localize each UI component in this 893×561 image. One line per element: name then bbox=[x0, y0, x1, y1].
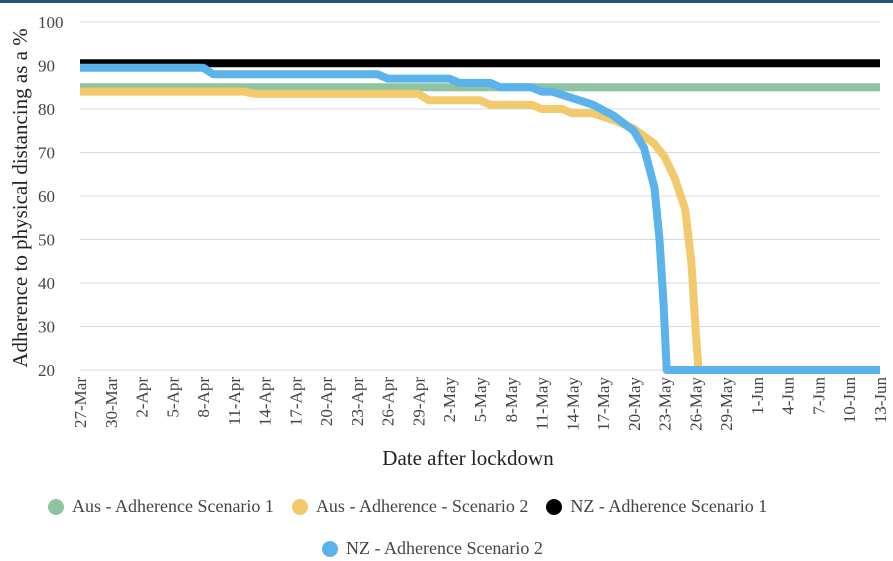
y-tick-label: 20 bbox=[38, 361, 55, 380]
x-tick-label: 2-Apr bbox=[133, 377, 152, 418]
legend-item: NZ - Adherence Scenario 1 bbox=[546, 496, 767, 517]
y-tick-label: 80 bbox=[38, 100, 55, 119]
y-tick-label: 70 bbox=[38, 144, 55, 163]
y-axis-title: Adherence to physical distancing as a % bbox=[8, 28, 32, 367]
legend-swatch bbox=[48, 498, 64, 515]
legend-swatch bbox=[291, 498, 308, 515]
x-tick-label: 10-Jun bbox=[840, 377, 859, 424]
legend-row: Aus - Adherence Scenario 1 Aus - Adherenc… bbox=[48, 496, 785, 517]
y-tick-label: 100 bbox=[38, 13, 64, 32]
x-tick-label: 1-Jun bbox=[748, 377, 767, 415]
x-axis-ticks: 27-Mar 30-Mar 2-Apr 5-Apr 8-Apr 11-Apr 14-Apr 1… bbox=[71, 377, 890, 431]
legend-swatch bbox=[546, 498, 563, 515]
x-tick-label: 26-May bbox=[686, 377, 705, 431]
y-tick-label: 50 bbox=[38, 231, 55, 250]
x-tick-label: 8-May bbox=[502, 377, 521, 423]
x-tick-label: 4-Jun bbox=[779, 377, 798, 415]
legend-item: NZ - Adherence Scenario 2 bbox=[322, 538, 543, 559]
x-tick-label: 17-May bbox=[594, 377, 613, 431]
legend-swatch bbox=[322, 540, 338, 557]
legend-row: NZ - Adherence Scenario 2 bbox=[322, 538, 561, 559]
series-lines bbox=[80, 59, 880, 374]
x-tick-label: 2-May bbox=[440, 377, 459, 423]
y-tick-label: 90 bbox=[38, 57, 55, 76]
legend-item: Aus - Adherence Scenario 1 bbox=[48, 496, 274, 517]
top-border-rule bbox=[0, 0, 893, 3]
x-tick-label: 14-May bbox=[563, 377, 582, 431]
x-tick-label: 20-May bbox=[625, 377, 644, 431]
x-tick-label: 30-Mar bbox=[102, 377, 121, 428]
x-tick-label: 23-May bbox=[656, 377, 675, 431]
y-tick-label: 60 bbox=[38, 187, 55, 206]
x-tick-label: 29-May bbox=[717, 377, 736, 431]
x-tick-label: 13-Jun bbox=[871, 377, 890, 424]
legend-item: Aus - Adherence - Scenario 2 bbox=[291, 496, 529, 517]
x-tick-label: 27-Mar bbox=[71, 377, 90, 428]
x-tick-label: 14-Apr bbox=[256, 377, 275, 426]
x-tick-label: 11-May bbox=[533, 377, 552, 431]
x-tick-label: 23-Apr bbox=[348, 377, 367, 426]
x-tick-label: 5-May bbox=[471, 377, 490, 423]
legend-label: Aus - Adherence - Scenario 2 bbox=[315, 496, 529, 516]
series-line-2 bbox=[80, 87, 880, 374]
legend-label: NZ - Adherence Scenario 1 bbox=[570, 496, 768, 516]
series-line-4 bbox=[80, 63, 880, 374]
y-axis-ticks: 20 30 40 50 60 70 80 90 100 bbox=[38, 13, 64, 380]
x-tick-label: 17-Apr bbox=[286, 377, 305, 426]
x-tick-label: 20-Apr bbox=[317, 377, 336, 426]
x-tick-label: 29-Apr bbox=[409, 377, 428, 426]
gridlines bbox=[80, 21, 880, 371]
legend-label: NZ - Adherence Scenario 2 bbox=[346, 538, 543, 558]
y-tick-label: 30 bbox=[38, 318, 55, 337]
x-tick-label: 26-Apr bbox=[379, 377, 398, 426]
x-tick-label: 8-Apr bbox=[194, 377, 213, 418]
x-tick-label: 11-Apr bbox=[225, 377, 244, 426]
legend-label: Aus - Adherence Scenario 1 bbox=[72, 496, 274, 516]
x-axis-title: Date after lockdown bbox=[382, 446, 554, 470]
x-tick-label: 7-Jun bbox=[809, 377, 828, 415]
x-tick-label: 5-Apr bbox=[163, 377, 182, 418]
y-tick-label: 40 bbox=[38, 274, 55, 293]
